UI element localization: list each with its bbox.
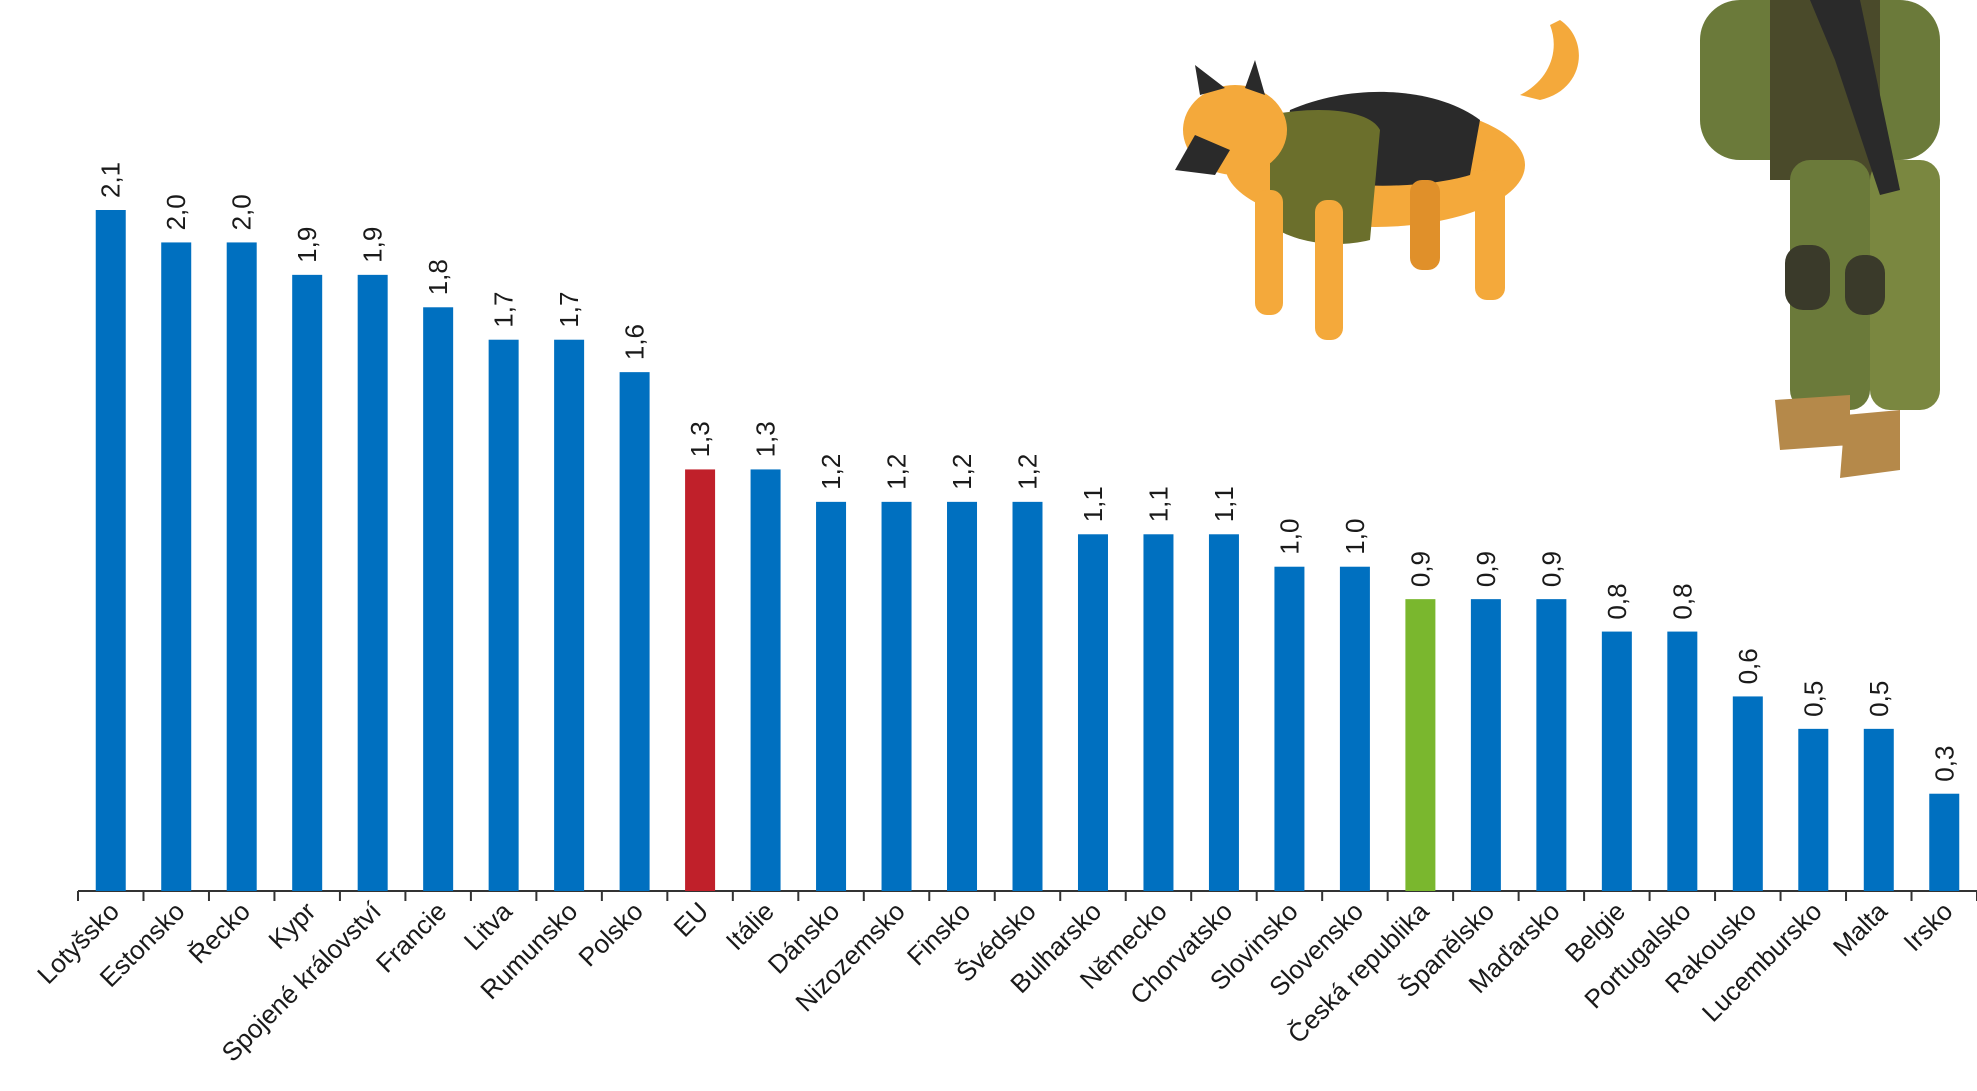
- chart: 2,1Lotyšsko2,0Estonsko2,0Řecko1,9Kypr1,9…: [0, 0, 1977, 1091]
- value-label: 2,0: [227, 194, 257, 230]
- bar: [882, 502, 912, 891]
- value-label: 1,2: [947, 454, 977, 490]
- value-label: 1,8: [423, 259, 453, 295]
- bar: [1929, 794, 1959, 891]
- value-label: 0,3: [1929, 746, 1959, 782]
- bar: [1274, 567, 1304, 891]
- value-label: 1,3: [685, 421, 715, 457]
- value-label: 0,8: [1602, 583, 1632, 619]
- bar: [292, 275, 322, 891]
- page: {"chart_data": {"type": "bar", "categori…: [0, 0, 1977, 1091]
- x-tick-label: Itálie: [720, 896, 780, 956]
- x-tick-label: EU: [668, 896, 715, 943]
- bar: [1733, 696, 1763, 891]
- bar: [1405, 599, 1435, 891]
- x-tick-label: Řecko: [183, 896, 256, 969]
- value-label: 1,2: [1013, 454, 1043, 490]
- bar: [1536, 599, 1566, 891]
- bar: [554, 340, 584, 891]
- soldier-illustration: [1700, 0, 1940, 478]
- bar: [1143, 534, 1173, 891]
- value-label: 2,0: [161, 194, 191, 230]
- dog-illustration: [1175, 20, 1579, 340]
- bar: [1013, 502, 1043, 891]
- value-label: 0,5: [1864, 681, 1894, 717]
- bar: [358, 275, 388, 891]
- value-label: 1,0: [1340, 519, 1370, 555]
- value-label: 1,9: [358, 227, 388, 263]
- x-tick-label: Polsko: [572, 896, 648, 972]
- bar: [1798, 729, 1828, 891]
- bar: [489, 340, 519, 891]
- value-label: 1,1: [1078, 486, 1108, 522]
- value-label: 0,9: [1405, 551, 1435, 587]
- bar: [751, 469, 781, 891]
- bar: [1471, 599, 1501, 891]
- value-label: 1,1: [1143, 486, 1173, 522]
- value-label: 1,2: [816, 454, 846, 490]
- value-label: 1,3: [751, 421, 781, 457]
- bar: [423, 307, 453, 891]
- value-label: 0,8: [1667, 583, 1697, 619]
- x-tick-label: Litva: [458, 896, 518, 956]
- dog-leg: [1255, 190, 1283, 315]
- value-label: 2,1: [96, 162, 126, 198]
- value-label: 1,7: [489, 292, 519, 328]
- bar: [1078, 534, 1108, 891]
- dog-leg: [1410, 180, 1440, 270]
- bar: [161, 242, 191, 891]
- value-label: 1,1: [1209, 486, 1239, 522]
- soldier-kneepad: [1845, 255, 1885, 315]
- bar: [227, 242, 257, 891]
- bar: [947, 502, 977, 891]
- x-tick-label: Malta: [1827, 896, 1894, 963]
- value-label: 0,9: [1471, 551, 1501, 587]
- bar: [620, 372, 650, 891]
- bar: [1667, 632, 1697, 891]
- dog-tail: [1520, 20, 1579, 100]
- dog-leg: [1315, 200, 1343, 340]
- bar: [1209, 534, 1239, 891]
- value-label: 1,2: [882, 454, 912, 490]
- value-label: 0,5: [1798, 681, 1828, 717]
- value-label: 1,6: [620, 324, 650, 360]
- value-label: 1,7: [554, 292, 584, 328]
- bar: [96, 210, 126, 891]
- value-label: 1,0: [1274, 519, 1304, 555]
- x-tick-label: Kypr: [262, 896, 321, 955]
- x-tick-label: Irsko: [1897, 896, 1958, 957]
- value-label: 0,6: [1733, 648, 1763, 684]
- bar: [1340, 567, 1370, 891]
- x-tick-label: Francie: [370, 896, 453, 979]
- bar: [685, 469, 715, 891]
- value-label: 0,9: [1536, 551, 1566, 587]
- bar: [1864, 729, 1894, 891]
- soldier-kneepad: [1785, 245, 1830, 310]
- bar: [1602, 632, 1632, 891]
- value-label: 1,9: [292, 227, 322, 263]
- bar: [816, 502, 846, 891]
- dog-leg: [1475, 170, 1505, 300]
